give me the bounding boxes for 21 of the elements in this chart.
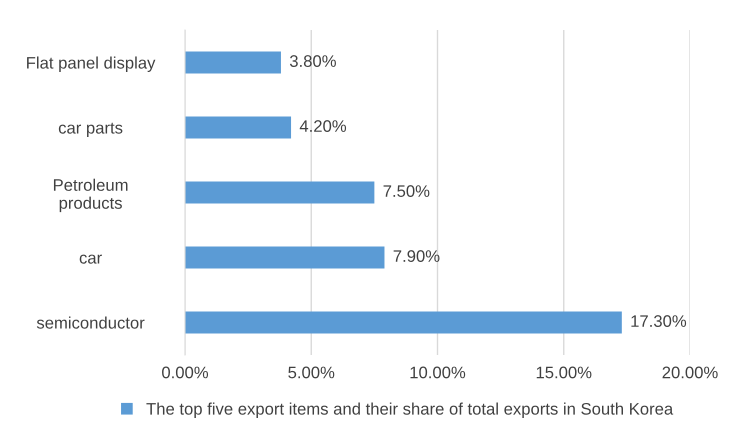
y-tick-label: Flat panel display xyxy=(27,56,156,72)
data-label: 3.80% xyxy=(290,55,336,67)
data-label: 17.30% xyxy=(631,315,686,327)
x-tick-label: 15.00% xyxy=(536,366,592,378)
bar xyxy=(185,246,384,269)
x-tick-label: 0.00% xyxy=(162,366,208,378)
bar xyxy=(185,51,281,74)
data-label: 4.20% xyxy=(300,120,346,132)
bar xyxy=(185,311,622,334)
bar xyxy=(185,181,374,204)
data-label: 7.50% xyxy=(384,185,430,197)
y-tick-label: Petroleum products xyxy=(54,178,128,212)
x-tick-label: 20.00% xyxy=(662,366,718,378)
data-label: 7.90% xyxy=(394,250,440,262)
x-tick-label: 10.00% xyxy=(410,366,466,378)
y-tick-label: semiconductor xyxy=(36,316,144,329)
y-tick-label: car xyxy=(80,254,102,264)
y-tick-label: car parts xyxy=(58,122,122,137)
bar xyxy=(185,116,292,139)
legend-label: The top five export items and their share of total exports in South Korea xyxy=(146,402,674,418)
x-tick-label: 5.00% xyxy=(288,366,334,378)
